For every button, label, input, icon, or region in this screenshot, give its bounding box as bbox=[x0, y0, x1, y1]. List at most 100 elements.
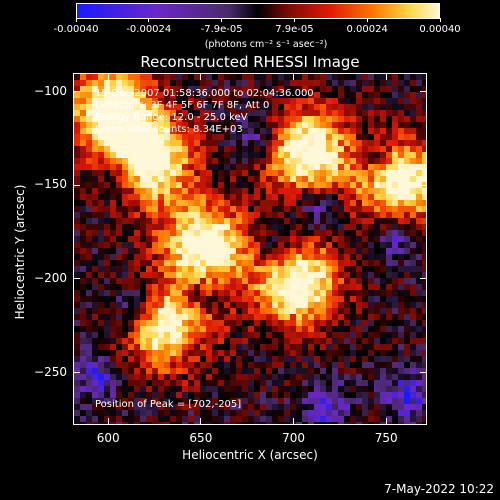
colorbar-tick-label: 7.9e-05 bbox=[275, 24, 314, 35]
heatmap-cell bbox=[302, 236, 309, 243]
heatmap-cell bbox=[350, 86, 357, 93]
heatmap-cell bbox=[362, 344, 369, 351]
heatmap-cell bbox=[362, 272, 369, 279]
heatmap-cell bbox=[212, 110, 219, 117]
heatmap-cell bbox=[272, 134, 279, 141]
heatmap-cell bbox=[398, 302, 405, 309]
heatmap-cell bbox=[356, 110, 363, 117]
heatmap-cell bbox=[422, 356, 426, 363]
heatmap-cell bbox=[146, 146, 153, 153]
heatmap-cell bbox=[212, 266, 219, 273]
heatmap-cell bbox=[146, 386, 153, 393]
heatmap-cell bbox=[332, 290, 339, 297]
heatmap-cell bbox=[164, 116, 171, 123]
heatmap-cell bbox=[374, 242, 381, 249]
heatmap-cell bbox=[266, 368, 273, 375]
heatmap-cell bbox=[80, 224, 87, 231]
heatmap-cell bbox=[206, 116, 213, 123]
heatmap-cell bbox=[338, 404, 345, 411]
heatmap-cell bbox=[200, 152, 207, 159]
heatmap-cell bbox=[80, 326, 87, 333]
heatmap-cell bbox=[122, 146, 129, 153]
heatmap-cell bbox=[410, 284, 417, 291]
heatmap-cell bbox=[164, 74, 171, 81]
heatmap-cell bbox=[314, 302, 321, 309]
heatmap-cell bbox=[230, 416, 237, 423]
heatmap-cell bbox=[260, 374, 267, 381]
heatmap-cell bbox=[116, 152, 123, 159]
heatmap-cell bbox=[368, 296, 375, 303]
heatmap-cell bbox=[320, 260, 327, 267]
heatmap-cell bbox=[338, 392, 345, 399]
heatmap-cell bbox=[74, 380, 81, 387]
heatmap-cell bbox=[254, 230, 261, 237]
heatmap-cell bbox=[422, 170, 426, 177]
heatmap-cell bbox=[188, 248, 195, 255]
heatmap-cell bbox=[302, 326, 309, 333]
heatmap-cell bbox=[128, 260, 135, 267]
heatmap-cell bbox=[122, 152, 129, 159]
heatmap-cell bbox=[350, 314, 357, 321]
heatmap-cell bbox=[320, 278, 327, 285]
heatmap-cell bbox=[134, 362, 141, 369]
heatmap-cell bbox=[224, 110, 231, 117]
colorbar-tick bbox=[148, 18, 150, 22]
heatmap-cell bbox=[314, 128, 321, 135]
heatmap-cell bbox=[74, 422, 81, 424]
heatmap-cell bbox=[296, 410, 303, 417]
heatmap-cell bbox=[170, 248, 177, 255]
heatmap-cell bbox=[386, 362, 393, 369]
heatmap-cell bbox=[140, 404, 147, 411]
heatmap-cell bbox=[308, 254, 315, 261]
heatmap-cell bbox=[278, 224, 285, 231]
heatmap-cell bbox=[242, 182, 249, 189]
heatmap-cell bbox=[332, 254, 339, 261]
heatmap-cell bbox=[122, 296, 129, 303]
heatmap-cell bbox=[194, 152, 201, 159]
heatmap-cell bbox=[398, 332, 405, 339]
heatmap-cell bbox=[410, 254, 417, 261]
heatmap-cell bbox=[146, 368, 153, 375]
heatmap-cell bbox=[116, 158, 123, 165]
heatmap-cell bbox=[140, 236, 147, 243]
heatmap-cell bbox=[218, 416, 225, 423]
heatmap-cell bbox=[314, 74, 321, 81]
heatmap-cell bbox=[242, 134, 249, 141]
heatmap-cell bbox=[386, 92, 393, 99]
heatmap-cell bbox=[362, 152, 369, 159]
heatmap-cell bbox=[134, 386, 141, 393]
heatmap-cell bbox=[74, 224, 81, 231]
heatmap-cell bbox=[218, 188, 225, 195]
heatmap-cell bbox=[398, 146, 405, 153]
heatmap-cell bbox=[182, 206, 189, 213]
heatmap-cell bbox=[290, 164, 297, 171]
heatmap-cell bbox=[326, 86, 333, 93]
heatmap-cell bbox=[128, 386, 135, 393]
heatmap-cell bbox=[338, 422, 345, 424]
heatmap-cell bbox=[362, 254, 369, 261]
heatmap-cell bbox=[110, 254, 117, 261]
heatmap-cell bbox=[134, 422, 141, 424]
heatmap-cell bbox=[194, 356, 201, 363]
heatmap-cell bbox=[314, 416, 321, 423]
heatmap-cell bbox=[284, 398, 291, 405]
heatmap-cell bbox=[296, 176, 303, 183]
heatmap-cell bbox=[236, 308, 243, 315]
heatmap-cell bbox=[122, 410, 129, 417]
heatmap-cell bbox=[80, 356, 87, 363]
heatmap-cell bbox=[404, 386, 411, 393]
heatmap-cell bbox=[158, 350, 165, 357]
heatmap-cell bbox=[86, 74, 93, 81]
heatmap-cell bbox=[236, 200, 243, 207]
heatmap-cell bbox=[122, 404, 129, 411]
heatmap-cell bbox=[422, 134, 426, 141]
heatmap-cell bbox=[86, 236, 93, 243]
heatmap-cell bbox=[176, 212, 183, 219]
heatmap-cell bbox=[320, 230, 327, 237]
heatmap-cell bbox=[290, 86, 297, 93]
heatmap-cell bbox=[386, 422, 393, 424]
heatmap-cell bbox=[278, 302, 285, 309]
heatmap-cell bbox=[314, 386, 321, 393]
heatmap-cell bbox=[140, 260, 147, 267]
heatmap-cell bbox=[314, 110, 321, 117]
